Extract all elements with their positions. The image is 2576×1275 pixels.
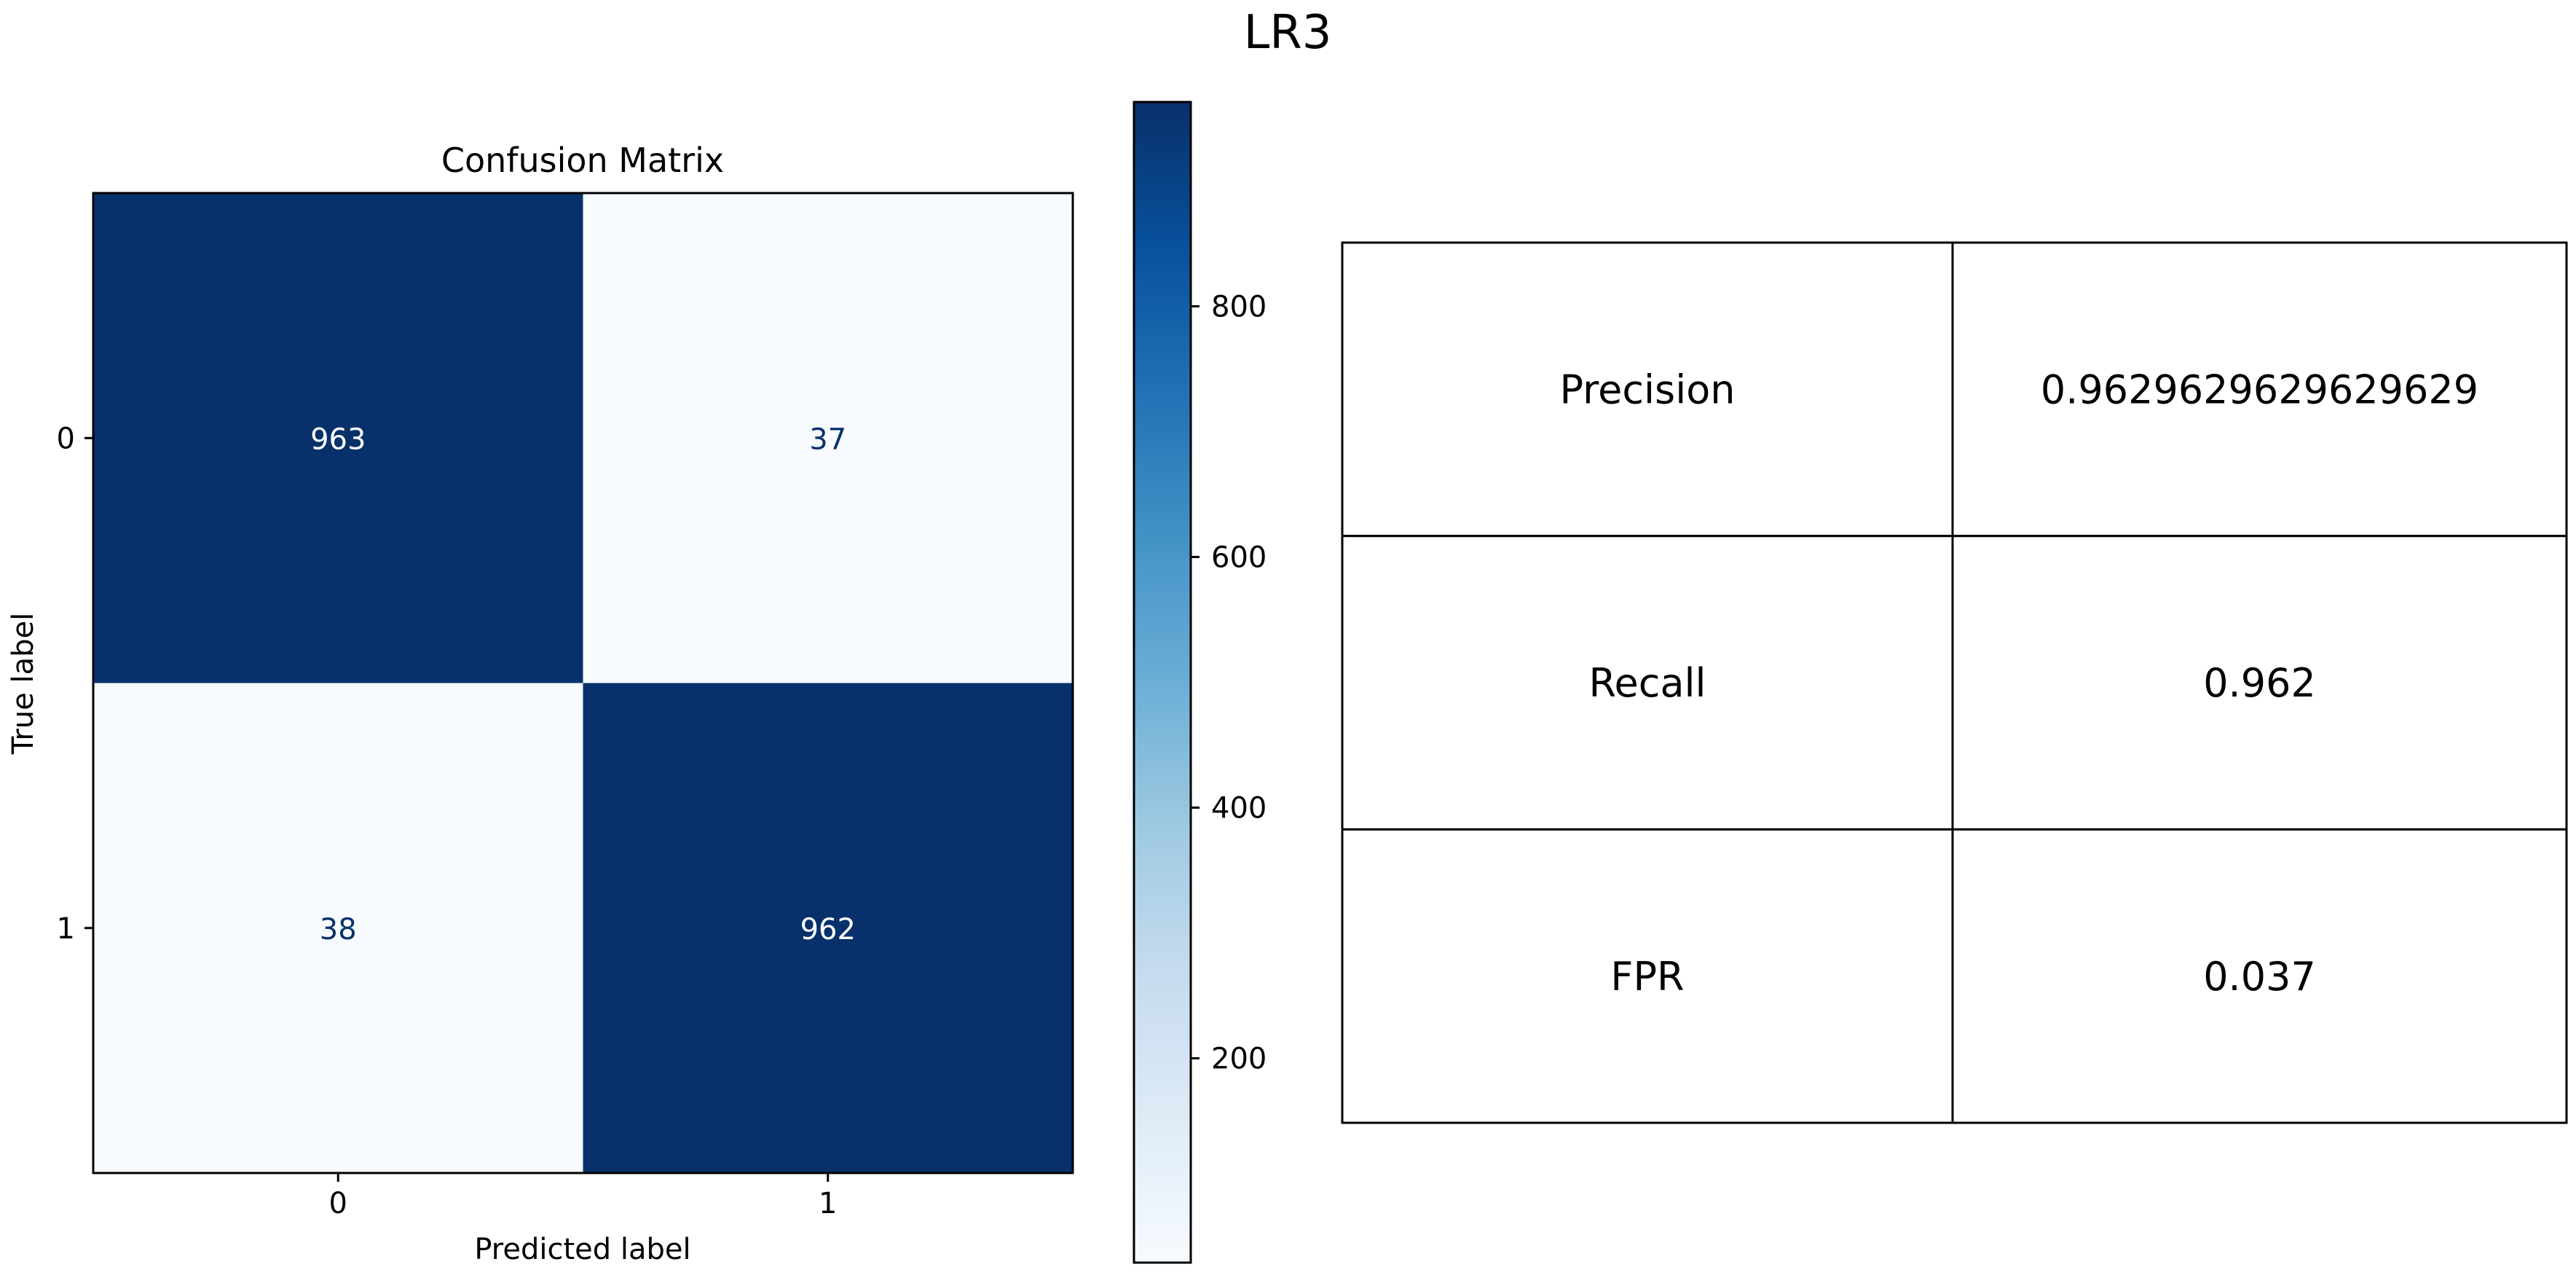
metric-value: 0.9629629629629629 <box>2041 366 2478 412</box>
table-cell <box>1341 241 1954 538</box>
y-tick-label: 0 <box>57 422 75 455</box>
colorbar-tick-label: 400 <box>1211 792 1267 825</box>
colorbar-tick-label: 600 <box>1211 541 1267 574</box>
colorbar-frame <box>1133 101 1192 1264</box>
heatmap-cell <box>93 683 583 1173</box>
table-cell <box>1951 535 2568 831</box>
confusion-matrix: Confusion Matrix 963 37 38 962 0 1 0 1 Predic… <box>7 141 1074 1266</box>
metric-name: FPR <box>1610 954 1684 1000</box>
heatmap-frame <box>92 192 1074 1174</box>
figure-title: LR3 <box>1244 6 1332 60</box>
metric-name: Recall <box>1588 660 1706 706</box>
table-cell <box>1951 241 2568 538</box>
y-axis-label: True label <box>7 613 40 755</box>
y-tick-label: 1 <box>57 912 75 946</box>
metrics-table: Precision 0.9629629629629629 Recall 0.962 FP… <box>1341 241 2568 1124</box>
colorbar: 200 400 600 800 <box>1133 101 1267 1264</box>
table-cell <box>1341 828 1954 1124</box>
x-tick-label: 0 <box>329 1187 347 1220</box>
metric-name: Precision <box>1560 366 1736 412</box>
metric-value: 0.037 <box>2203 954 2316 1000</box>
cell-value-label: 963 <box>310 423 366 456</box>
colorbar-tick-label: 800 <box>1211 290 1267 323</box>
table-cell <box>1341 535 1954 831</box>
heatmap-cell <box>93 193 583 683</box>
cell-value-label: 37 <box>809 423 846 456</box>
cell-value-label: 962 <box>800 913 856 946</box>
colorbar-tick-label: 200 <box>1211 1043 1267 1076</box>
heatmap-cell <box>583 193 1073 683</box>
metric-value: 0.962 <box>2203 660 2316 706</box>
heatmap-cell <box>583 683 1073 1173</box>
x-axis-label: Predicted label <box>474 1233 690 1266</box>
x-tick-label: 1 <box>819 1187 837 1220</box>
cell-value-label: 38 <box>320 913 357 946</box>
table-cell <box>1951 828 2568 1124</box>
heatmap-title: Confusion Matrix <box>441 141 724 180</box>
colorbar-gradient <box>1134 102 1191 1263</box>
